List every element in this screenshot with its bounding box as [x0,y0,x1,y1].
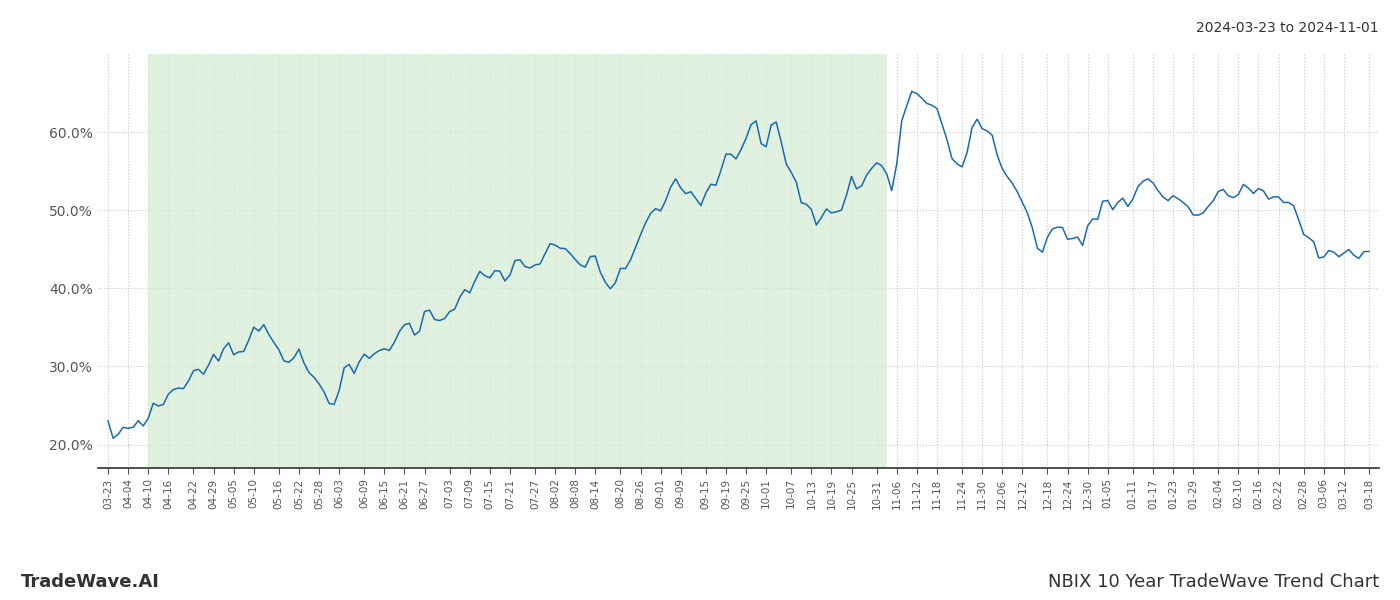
Text: NBIX 10 Year TradeWave Trend Chart: NBIX 10 Year TradeWave Trend Chart [1047,573,1379,591]
Text: 2024-03-23 to 2024-11-01: 2024-03-23 to 2024-11-01 [1197,21,1379,35]
Bar [148,54,886,468]
Text: TradeWave.AI: TradeWave.AI [21,573,160,591]
